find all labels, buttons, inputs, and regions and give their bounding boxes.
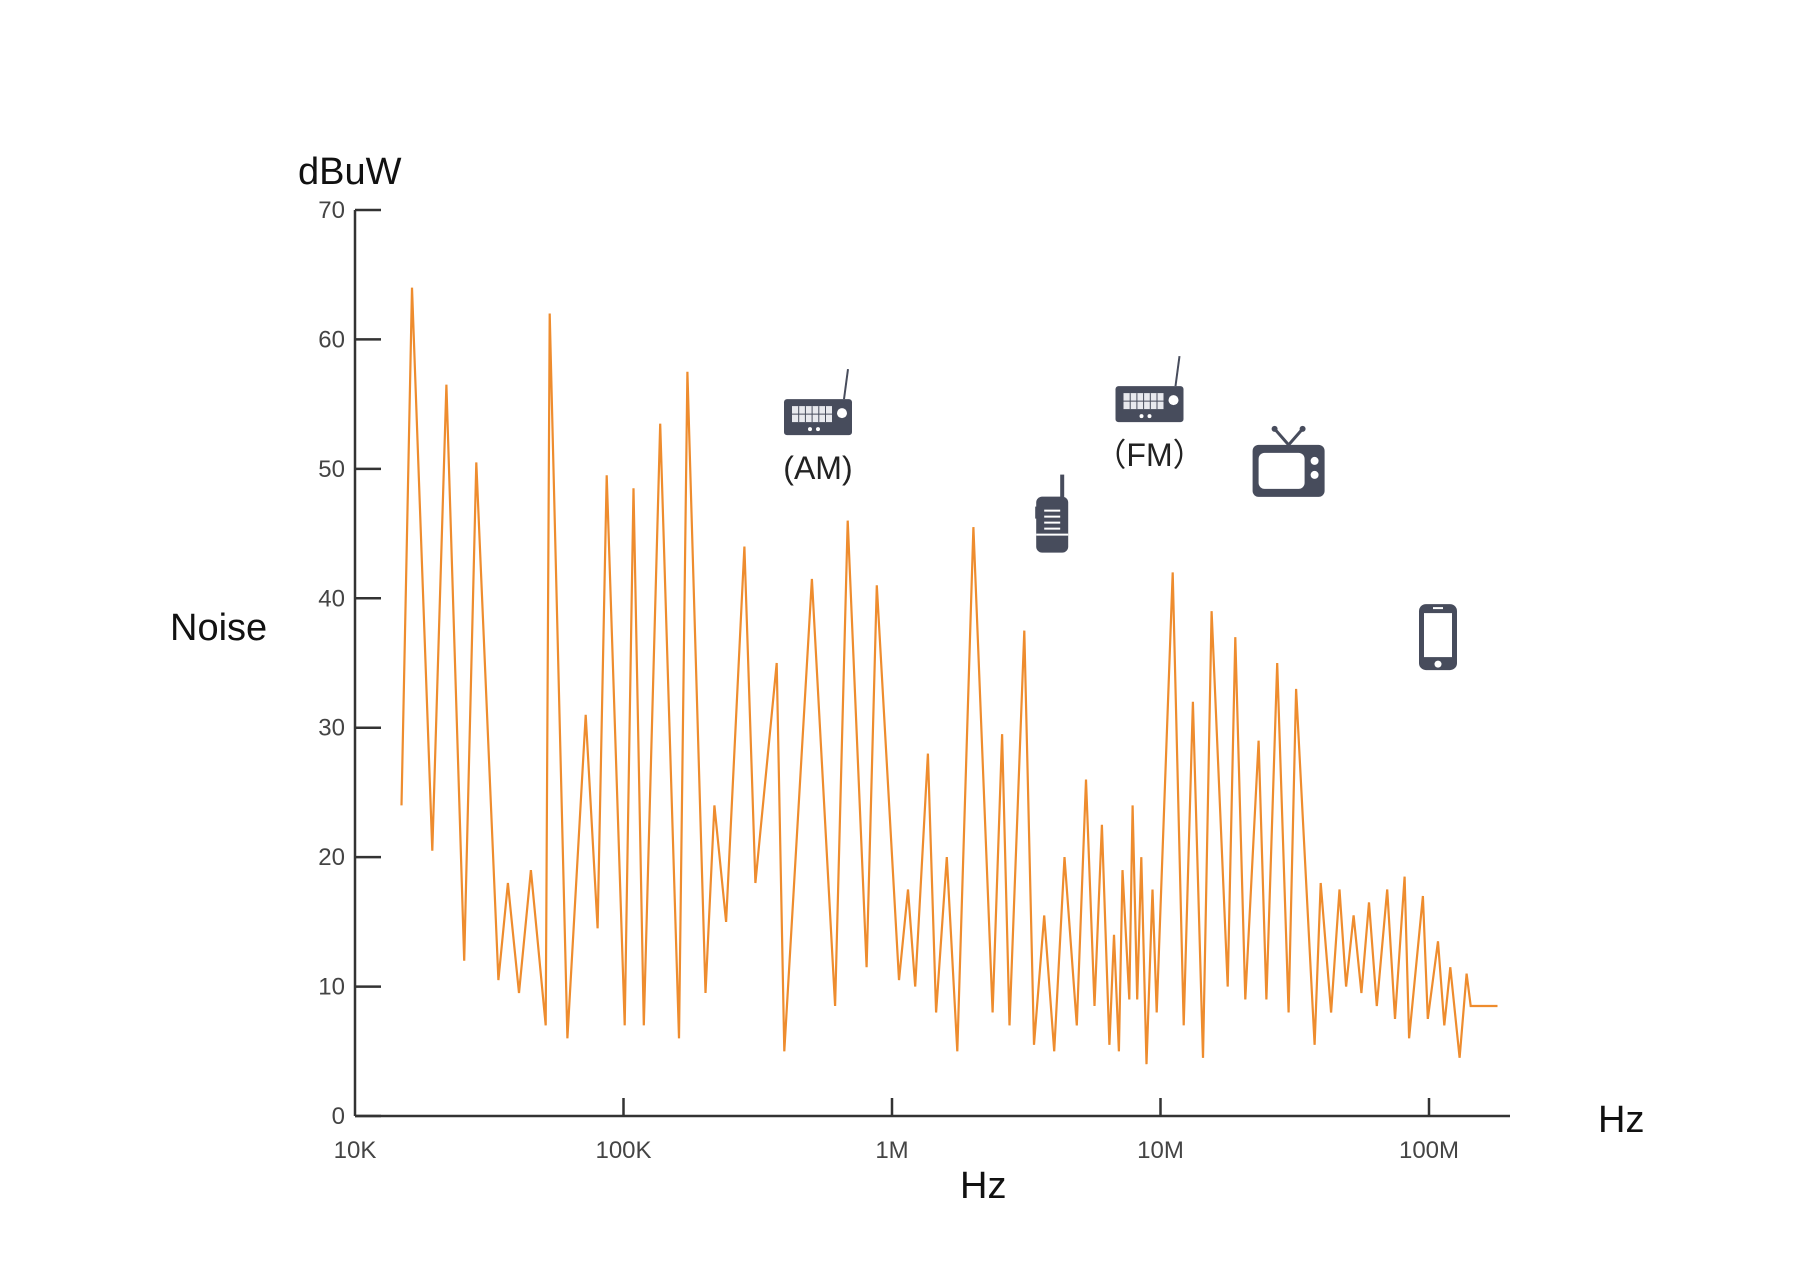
x-tick-label: 100K	[595, 1137, 651, 1164]
x-tick-label: 100M	[1399, 1137, 1459, 1164]
y-tick-label: 70	[318, 197, 345, 224]
axes	[353, 210, 1510, 1118]
annotations: (AM) （FM）	[783, 355, 1457, 671]
x-ticks: 10K 100K 1M 10M 100M	[334, 1098, 1459, 1164]
noise-series-line	[400, 287, 1498, 1065]
y-axis-title: Noise	[170, 607, 267, 649]
x-axis-unit: Hz	[1598, 1099, 1644, 1141]
y-tick-label: 10	[318, 974, 345, 1001]
x-tick-label: 1M	[875, 1137, 908, 1164]
series-group	[400, 287, 1498, 1065]
x-tick-label: 10M	[1137, 1137, 1184, 1164]
x-tick-label: 10K	[334, 1137, 377, 1164]
y-tick-label: 50	[318, 456, 345, 483]
icon-label: (AM)	[783, 450, 852, 486]
x-axis-title: Hz	[960, 1165, 1006, 1207]
y-tick-label: 0	[332, 1103, 345, 1130]
y-tick-label: 30	[318, 715, 345, 742]
y-tick-label: 20	[318, 844, 345, 871]
fm-radio-icon	[1115, 355, 1184, 423]
walkie-talkie-icon	[1035, 474, 1069, 553]
am-radio-icon	[784, 368, 852, 436]
y-tick-label: 40	[318, 585, 345, 612]
mobile-phone-icon	[1419, 604, 1457, 671]
icon-label: （FM）	[1094, 437, 1204, 473]
tv-icon	[1252, 425, 1325, 497]
y-axis-unit: dBuW	[298, 151, 402, 193]
y-ticks: 0 10 20 30 40 50 60 70	[318, 197, 381, 1130]
y-tick-label: 60	[318, 326, 345, 353]
